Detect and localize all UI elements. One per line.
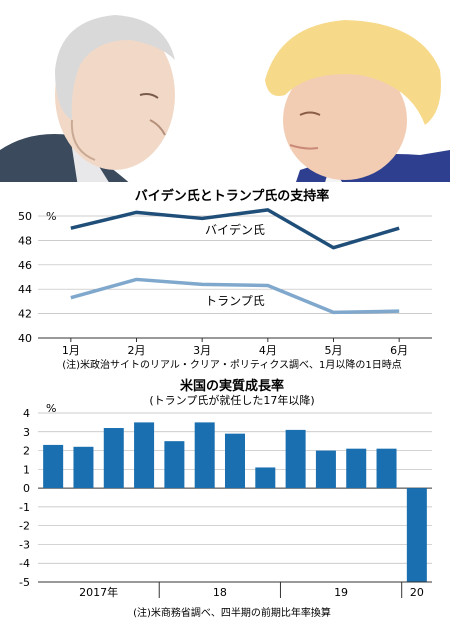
bar xyxy=(73,446,94,489)
bar xyxy=(346,448,367,489)
bar-chart-note: (注)米商務省調べ、四半期の前期比年率換算 xyxy=(133,606,331,619)
line-x-tick-label: 5月 xyxy=(325,344,343,357)
bar xyxy=(194,422,215,489)
line-series-label: トランプ氏 xyxy=(205,294,265,308)
line-y-tick-label: 44 xyxy=(18,283,32,296)
bar-y-tick-label: 3 xyxy=(23,426,30,439)
line-y-tick-label: 46 xyxy=(18,259,32,272)
line-chart-x-axis: 1月 2月 3月 4月 5月 6月 xyxy=(62,338,408,357)
line-y-tick-label: 48 xyxy=(18,234,32,247)
bar-chart-subtitle: (トランプ氏が就任した17年以降) xyxy=(149,393,314,407)
year-label: 2017年 xyxy=(79,585,118,599)
year-label: 18 xyxy=(213,586,227,599)
bar-y-tick-label: -3 xyxy=(19,538,30,551)
line-x-tick-label: 6月 xyxy=(390,344,408,357)
bar xyxy=(285,429,306,489)
line-series-2 xyxy=(70,277,400,315)
bar-chart-x-axis: 2017年 18 19 20 xyxy=(38,581,432,599)
bar xyxy=(134,422,155,489)
bar-y-tick-label: -5 xyxy=(19,576,30,589)
year-label: 20 xyxy=(410,586,424,599)
bar-y-tick-label: -4 xyxy=(19,557,30,570)
bar-chart-title: 米国の実質成長率 xyxy=(180,378,284,394)
line-series-1 xyxy=(70,208,400,250)
line-chart-note: (注)米政治サイトのリアル・クリア・ポリティクス調べ、1月以降の1日時点 xyxy=(62,358,402,371)
line-series-label: バイデン氏 xyxy=(205,222,265,237)
bar xyxy=(376,448,397,489)
bar xyxy=(224,433,246,489)
bar-y-tick-label: 2 xyxy=(23,445,30,458)
line-chart-grid xyxy=(38,215,432,339)
year-label: 19 xyxy=(334,586,348,599)
bar xyxy=(406,488,427,582)
bar xyxy=(255,467,276,489)
line-x-tick-label: 2月 xyxy=(128,344,146,357)
bar xyxy=(164,441,185,489)
approval-rating-line-chart: バイデン氏とトランプ氏の支持率 % 40 42 44 46 48 50 1月 2月 3月 4月 5… xyxy=(0,182,450,377)
bar-y-tick-label: -2 xyxy=(19,520,30,533)
bar-y-tick-label: 0 xyxy=(23,482,30,495)
bar-y-tick-label: 1 xyxy=(23,463,30,476)
bar-chart-y-axis: 4 3 2 1 0 -1 -2 -3 -4 -5 xyxy=(19,407,30,589)
bar xyxy=(103,428,124,489)
line-chart-y-axis: 40 42 44 46 48 50 xyxy=(18,210,32,345)
line-chart-title: バイデン氏とトランプ氏の支持率 xyxy=(135,188,330,204)
bar-y-tick-label: -1 xyxy=(19,501,30,514)
line-y-tick-label: 40 xyxy=(18,332,32,345)
bar-y-tick-label: 4 xyxy=(23,407,30,420)
line-x-tick-label: 3月 xyxy=(193,344,211,357)
bar-chart-bars xyxy=(43,422,427,582)
bar xyxy=(43,444,64,489)
line-x-tick-label: 4月 xyxy=(259,344,277,357)
line-y-tick-label: 50 xyxy=(18,210,32,223)
gdp-growth-bar-chart: 米国の実質成長率 (トランプ氏が就任した17年以降) % 4 3 2 1 0 -1 -2 -3… xyxy=(0,376,450,623)
line-x-tick-label: 1月 xyxy=(62,344,80,357)
line-chart-unit: % xyxy=(46,210,56,223)
bar xyxy=(315,450,336,489)
bar-chart-unit: % xyxy=(46,402,56,415)
line-y-tick-label: 42 xyxy=(18,308,32,321)
portrait-illustration xyxy=(0,0,450,200)
